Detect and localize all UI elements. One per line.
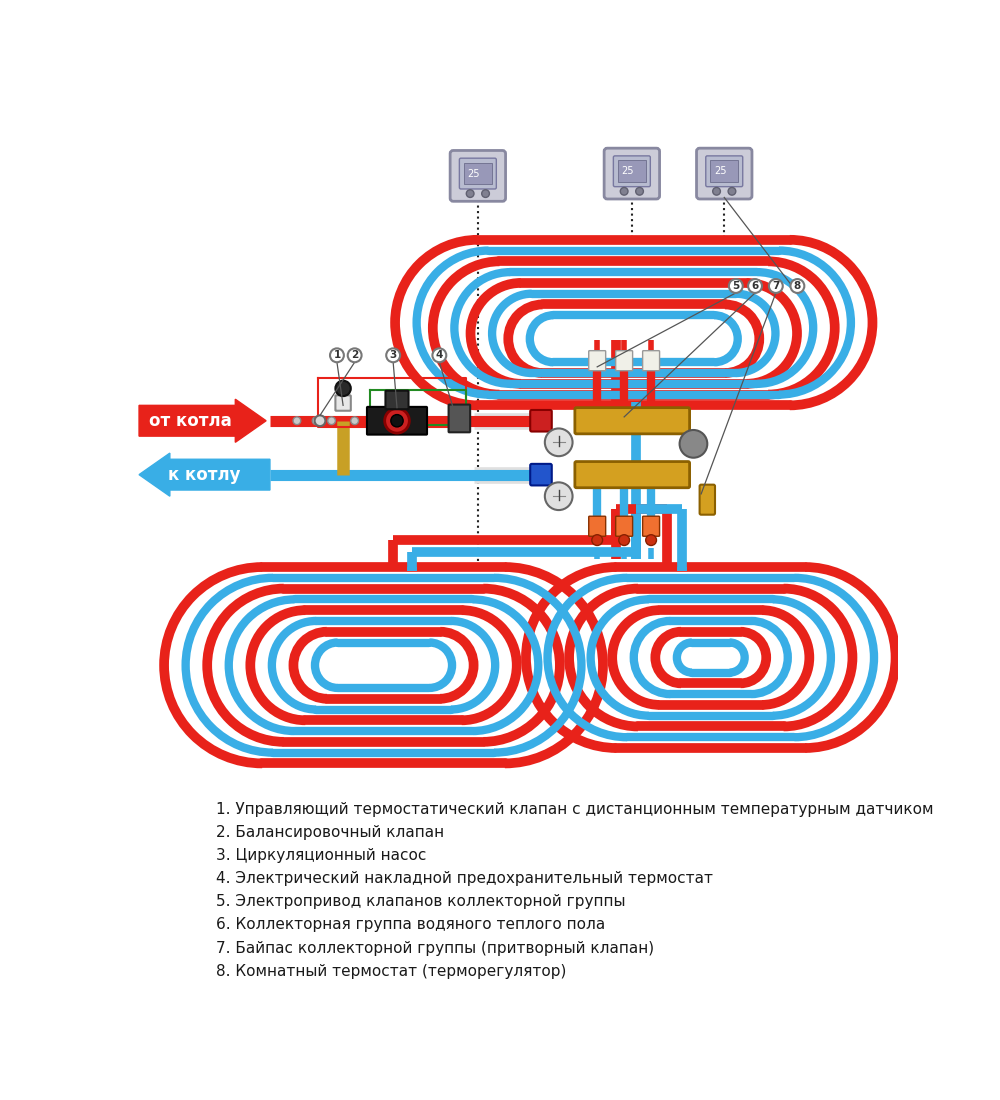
Circle shape xyxy=(713,187,720,195)
Circle shape xyxy=(330,349,344,362)
FancyBboxPatch shape xyxy=(616,516,633,537)
FancyBboxPatch shape xyxy=(575,462,690,487)
Circle shape xyxy=(328,417,335,425)
Circle shape xyxy=(545,428,573,456)
FancyBboxPatch shape xyxy=(530,464,552,485)
Circle shape xyxy=(348,349,362,362)
Circle shape xyxy=(335,381,351,396)
Circle shape xyxy=(646,535,656,546)
Bar xyxy=(710,161,738,182)
FancyBboxPatch shape xyxy=(385,390,409,409)
FancyBboxPatch shape xyxy=(449,405,470,432)
Circle shape xyxy=(482,189,489,198)
Bar xyxy=(618,161,646,182)
Circle shape xyxy=(351,417,358,425)
FancyBboxPatch shape xyxy=(367,407,427,434)
Text: к котлу: к котлу xyxy=(168,465,241,484)
Text: 5. Электропривод клапанов коллекторной группы: 5. Электропривод клапанов коллекторной г… xyxy=(216,894,626,910)
Text: 6: 6 xyxy=(751,280,759,292)
FancyArrow shape xyxy=(139,399,266,442)
Text: 4. Электрический накладной предохранительный термостат: 4. Электрический накладной предохранител… xyxy=(216,871,713,887)
Circle shape xyxy=(545,482,573,510)
Text: 5: 5 xyxy=(732,280,739,292)
Text: 3: 3 xyxy=(390,350,397,361)
Circle shape xyxy=(385,408,409,433)
Text: 8: 8 xyxy=(794,280,801,292)
Circle shape xyxy=(728,187,736,195)
Circle shape xyxy=(315,416,325,426)
Text: 1: 1 xyxy=(333,350,341,361)
Text: 4: 4 xyxy=(436,350,443,361)
Text: 1. Управляющий термостатический клапан с дистанционным температурным датчиком: 1. Управляющий термостатический клапан с… xyxy=(216,802,934,817)
FancyBboxPatch shape xyxy=(335,395,351,410)
FancyBboxPatch shape xyxy=(589,516,606,537)
FancyBboxPatch shape xyxy=(616,351,633,371)
Text: 2. Балансировочный клапан: 2. Балансировочный клапан xyxy=(216,825,444,840)
FancyBboxPatch shape xyxy=(700,485,715,515)
Text: 25: 25 xyxy=(714,166,727,176)
Circle shape xyxy=(386,349,400,362)
FancyBboxPatch shape xyxy=(613,156,650,187)
FancyBboxPatch shape xyxy=(589,351,606,371)
FancyArrow shape xyxy=(139,453,270,496)
FancyBboxPatch shape xyxy=(604,148,660,199)
Circle shape xyxy=(620,187,628,195)
Bar xyxy=(464,163,492,185)
Circle shape xyxy=(592,535,603,546)
Text: 2: 2 xyxy=(351,350,358,361)
Circle shape xyxy=(636,187,643,195)
FancyBboxPatch shape xyxy=(643,516,660,537)
Text: от котла: от котла xyxy=(149,411,232,430)
Text: 25: 25 xyxy=(468,168,480,178)
Text: 7. Байпас коллекторной группы (притворный клапан): 7. Байпас коллекторной группы (притворны… xyxy=(216,940,654,956)
Text: 3. Циркуляционный насос: 3. Циркуляционный насос xyxy=(216,848,426,864)
Text: 6. Коллекторная группа водяного теплого пола: 6. Коллекторная группа водяного теплого … xyxy=(216,917,605,933)
Circle shape xyxy=(729,279,743,293)
FancyBboxPatch shape xyxy=(643,351,660,371)
Circle shape xyxy=(769,279,783,293)
Text: 8. Комнатный термостат (терморегулятор): 8. Комнатный термостат (терморегулятор) xyxy=(216,964,566,979)
Text: 7: 7 xyxy=(772,280,780,292)
Circle shape xyxy=(391,415,403,427)
Circle shape xyxy=(619,535,630,546)
FancyBboxPatch shape xyxy=(450,151,506,201)
Circle shape xyxy=(312,417,320,425)
Circle shape xyxy=(680,430,707,458)
Circle shape xyxy=(748,279,762,293)
FancyBboxPatch shape xyxy=(697,148,752,199)
FancyBboxPatch shape xyxy=(575,408,690,433)
Circle shape xyxy=(293,417,301,425)
Circle shape xyxy=(790,279,804,293)
FancyBboxPatch shape xyxy=(706,156,743,187)
FancyBboxPatch shape xyxy=(459,158,496,189)
Circle shape xyxy=(466,189,474,198)
FancyBboxPatch shape xyxy=(530,410,552,431)
Text: 25: 25 xyxy=(622,166,634,176)
Circle shape xyxy=(432,349,446,362)
